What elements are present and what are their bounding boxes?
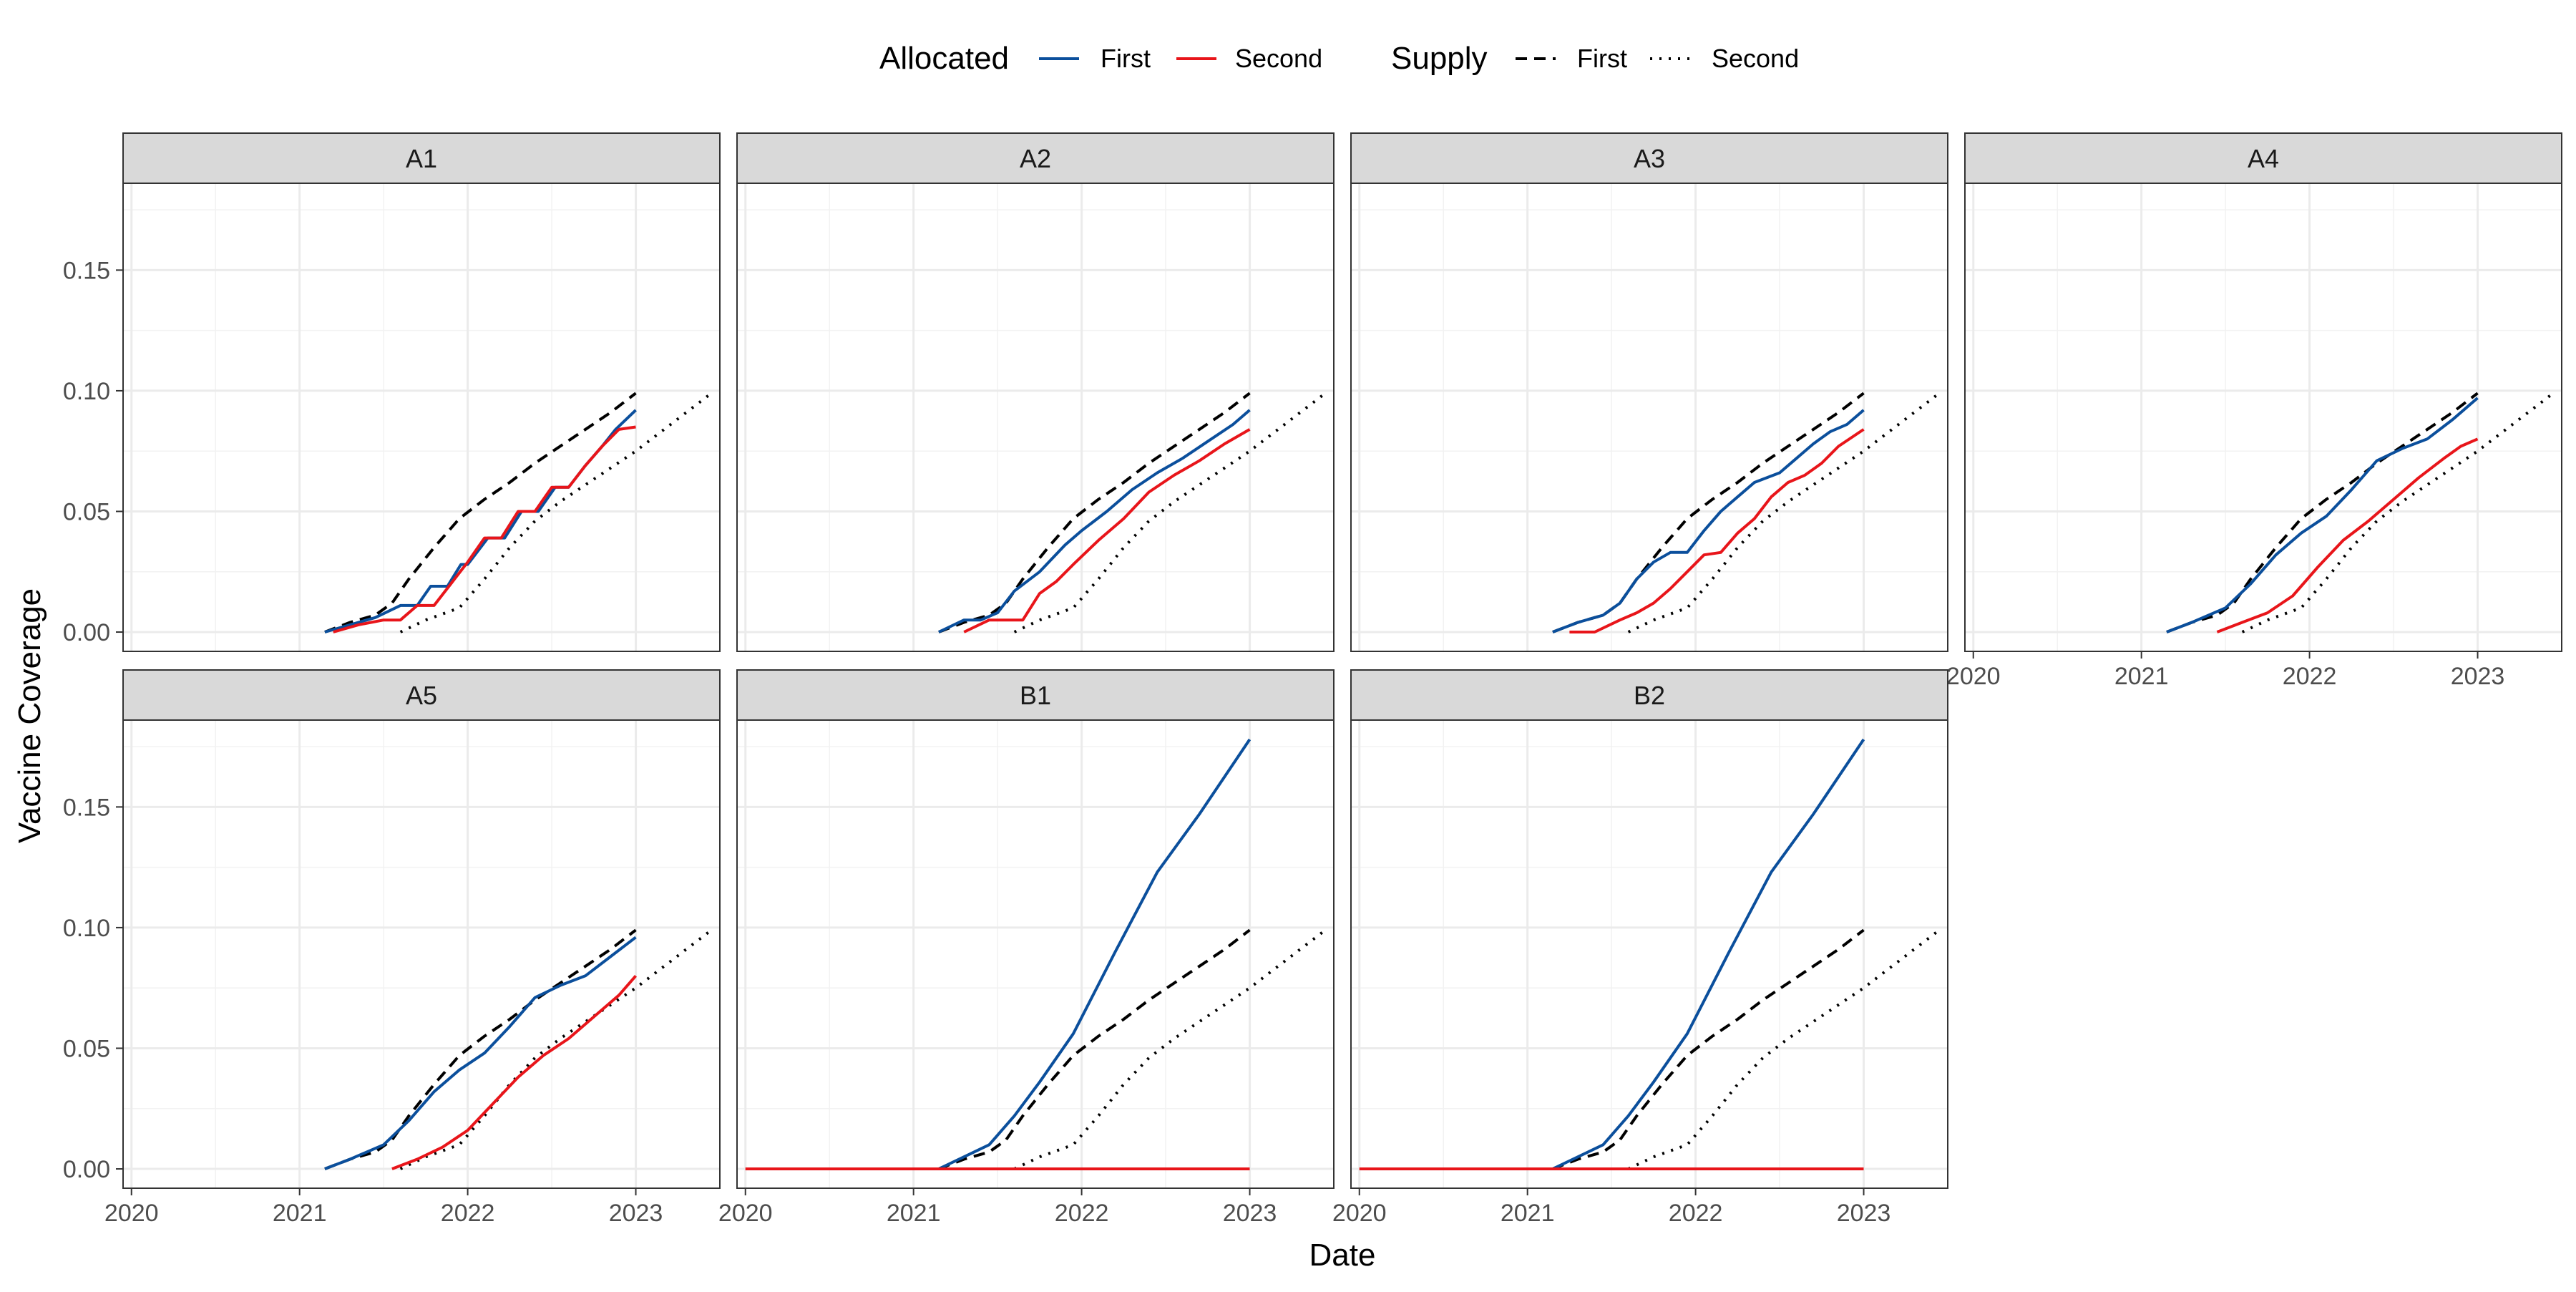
- series-supply-first-a4: [2166, 392, 2479, 633]
- panel-strip-b2: [1350, 669, 1948, 721]
- legend-label-supply-second: Second: [1712, 44, 1799, 73]
- series-allocated-second-a3: [1569, 428, 1865, 633]
- y-tick-label: 0.05: [63, 498, 110, 525]
- panel-strip-a5: [122, 669, 721, 721]
- panel-strip-a3: [1350, 132, 1948, 184]
- x-tick-label: 2023: [1837, 1200, 1891, 1227]
- series-supply-first-b1: [938, 928, 1251, 1170]
- y-tick-label: 0.00: [63, 1156, 110, 1183]
- series-allocated-first-a5: [324, 936, 637, 1170]
- x-tick-label: 2021: [2114, 663, 2169, 690]
- plot-background: [737, 183, 1334, 651]
- panel-border: [1350, 719, 1948, 1189]
- y-tick-label: 0.00: [63, 619, 110, 646]
- x-tick-label: 2022: [1669, 1200, 1723, 1227]
- plot-background: [123, 720, 720, 1188]
- series-supply-first-a1: [324, 392, 637, 633]
- panel-title-a4: A4: [2248, 144, 2279, 173]
- panel-border: [736, 719, 1335, 1189]
- series-allocated-first-a2: [938, 409, 1251, 633]
- y-tick-label: 0.15: [63, 257, 110, 284]
- panel-title-a1: A1: [406, 144, 437, 173]
- series-allocated-first-b1: [938, 738, 1252, 1170]
- panel-title-b2: B2: [1634, 681, 1665, 710]
- x-tick-label: 2020: [718, 1200, 773, 1227]
- panel-title-b1: B1: [1020, 681, 1051, 710]
- x-tick-label: 2020: [1332, 1200, 1387, 1227]
- series-allocated-second-a4: [2216, 437, 2479, 633]
- x-tick-label: 2021: [1501, 1200, 1555, 1227]
- y-tick-label: 0.10: [63, 378, 110, 405]
- panel-border: [1964, 183, 2562, 652]
- panel-strip-a4: [1964, 132, 2562, 184]
- series-allocated-first-a4: [2166, 397, 2479, 633]
- panel-border: [1350, 183, 1948, 652]
- x-tick-label: 2023: [609, 1200, 663, 1227]
- series-allocated-second-a2: [963, 428, 1251, 633]
- legend-label-allocated-second: Second: [1235, 44, 1322, 73]
- x-tick-label: 2022: [441, 1200, 495, 1227]
- panel-strip-b1: [736, 669, 1335, 721]
- x-tick-label: 2023: [1223, 1200, 1277, 1227]
- plot-background: [737, 720, 1334, 1188]
- legend-label-allocated-first: First: [1101, 44, 1151, 73]
- x-tick-label: 2023: [2451, 663, 2505, 690]
- series-supply-first-a5: [324, 928, 637, 1170]
- y-tick-label: 0.10: [63, 915, 110, 942]
- y-tick-label: 0.05: [63, 1035, 110, 1062]
- y-axis-label: Vaccine Coverage: [12, 588, 47, 843]
- panel-a3: A3: [1350, 132, 1948, 652]
- plot-background: [1351, 720, 1948, 1188]
- panel-title-a2: A2: [1020, 144, 1051, 173]
- plot-background: [123, 183, 720, 651]
- series-allocated-second-a5: [391, 974, 638, 1170]
- panel-strip-a2: [736, 132, 1335, 184]
- legend-title-allocated: Allocated: [879, 41, 1009, 76]
- x-axis-label: Date: [1309, 1238, 1376, 1273]
- legend-label-supply-first: First: [1577, 44, 1627, 73]
- plot-background: [1965, 183, 2562, 651]
- legend: Allocated First Second Supply First Seco…: [879, 41, 1799, 76]
- x-tick-label: 2022: [1055, 1200, 1109, 1227]
- panel-strip-a1: [122, 132, 721, 184]
- panel-b1: B1 2020 2021 2022 2023: [718, 669, 1335, 1227]
- x-tick-label: 2020: [1946, 663, 2001, 690]
- series-allocated-first-b2: [1552, 738, 1865, 1170]
- panel-a1: A1 0.00 0.05 0.10 0.15: [63, 132, 721, 652]
- panel-title-a3: A3: [1634, 144, 1665, 173]
- panel-b2: B2 2020 2021 2022 2023: [1332, 669, 1948, 1227]
- panel-border: [122, 719, 721, 1189]
- series-allocated-first-a3: [1552, 409, 1865, 633]
- series-allocated-second-a1: [333, 425, 636, 633]
- legend-title-supply: Supply: [1391, 41, 1488, 76]
- facet-panels: A1 0.00 0.05 0.10 0.15 A2 A3 A4 2020 2021 2022 2023…: [63, 132, 2562, 1227]
- panel-border: [736, 183, 1335, 652]
- x-tick-label: 2021: [887, 1200, 941, 1227]
- x-tick-label: 2021: [273, 1200, 327, 1227]
- panel-a4: A4 2020 2021 2022 2023: [1946, 132, 2562, 690]
- x-tick-label: 2022: [2283, 663, 2337, 690]
- y-tick-label: 0.15: [63, 794, 110, 821]
- panel-title-a5: A5: [406, 681, 437, 710]
- x-tick-label: 2020: [104, 1200, 159, 1227]
- panel-a5: A5 0.00 0.05 0.10 0.15 2020 2021 2022 2023: [63, 669, 721, 1227]
- plot-background: [1351, 183, 1948, 651]
- panel-border: [122, 183, 721, 652]
- series-supply-first-b2: [1552, 928, 1865, 1170]
- panel-a2: A2: [736, 132, 1335, 652]
- series-supply-first-a2: [938, 392, 1251, 633]
